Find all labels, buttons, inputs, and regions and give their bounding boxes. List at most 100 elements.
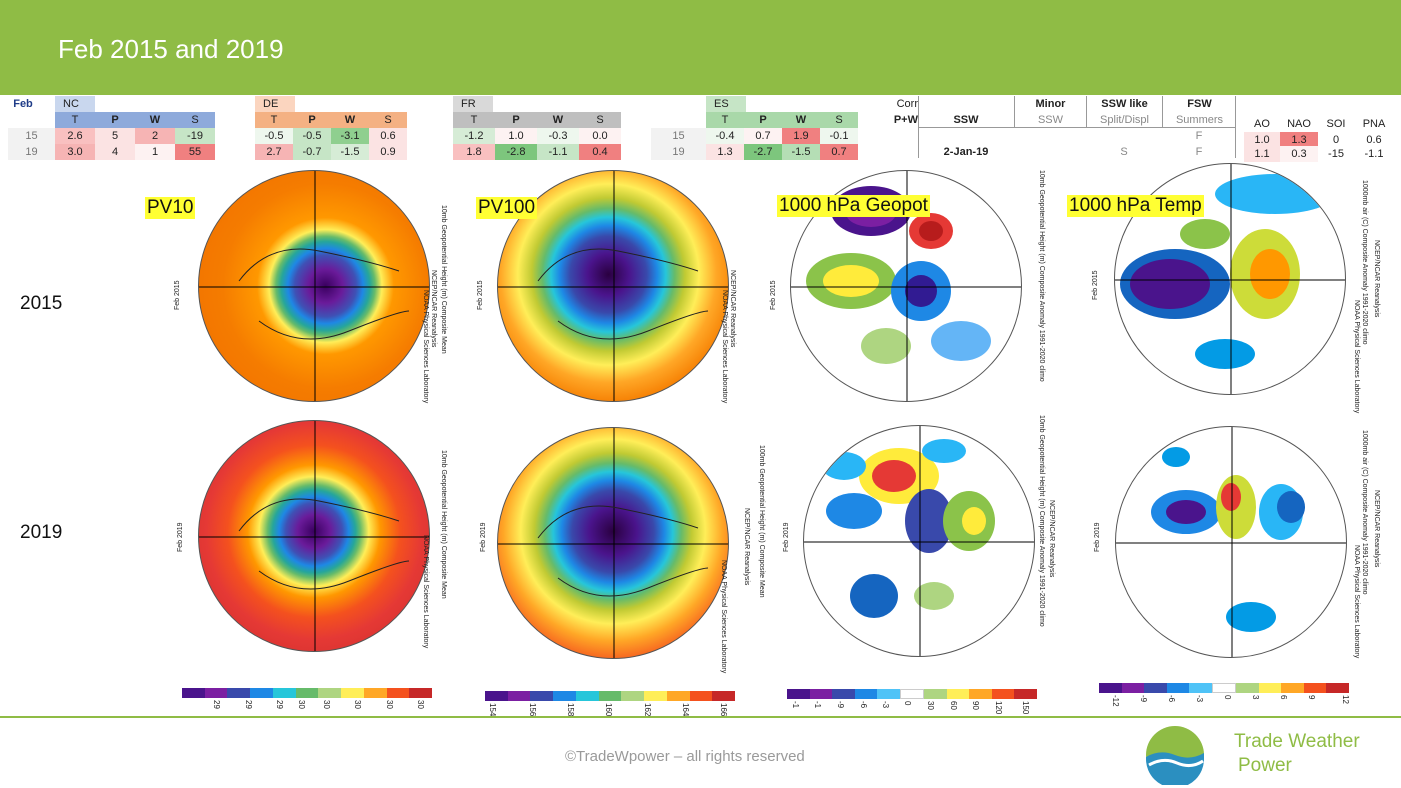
map-overlay	[498, 428, 728, 658]
nc-19-w: 1	[135, 144, 175, 160]
tick: 120	[994, 701, 1003, 715]
es-15-s: -0.1	[820, 128, 858, 144]
noaa-label-4: NOAA Physical Sciences Laboratory	[720, 560, 727, 674]
pv10-desc-2019: 10mb Geopotential Height (m) Composite M…	[440, 450, 447, 599]
fsw-19: F	[1195, 146, 1203, 158]
es-15-p: 0.7	[744, 128, 782, 144]
fr-col-p: P	[495, 112, 537, 128]
tick: 30	[385, 700, 394, 709]
header-bar: Feb 2015 and 2019	[0, 0, 1401, 95]
de-19-s: 0.9	[369, 144, 407, 160]
tick: -1	[813, 701, 822, 709]
nc-col-p: P	[95, 112, 135, 128]
fsw-title: FSW	[1162, 96, 1236, 112]
es-row-label-15: 15	[651, 128, 706, 144]
es-19-w: -1.5	[782, 144, 820, 160]
nc-header: NC	[55, 96, 95, 112]
de-15-p: -0.5	[293, 128, 331, 144]
idx15-pna: 0.6	[1366, 134, 1382, 146]
es-col-p: P	[744, 112, 782, 128]
feb-2019-label-1: Feb 2019	[177, 522, 184, 552]
nc-19-t: 3.0	[55, 144, 95, 160]
nc-19-p: 4	[95, 144, 135, 160]
de-19-w: -1.5	[331, 144, 369, 160]
de-15-s: 0.6	[369, 128, 407, 144]
ncep-label-3: NCEP/NCAR Reanalysis	[743, 508, 750, 586]
colorbar-geopot	[787, 689, 1038, 699]
temp-desc-2019: 1000mb air (C) Composite Anomaly 1991-20…	[1361, 430, 1368, 595]
map-pv10-2015	[198, 170, 430, 402]
map-overlay	[1116, 427, 1346, 657]
de-col-w: W	[331, 112, 369, 128]
temp-desc-2015: 1000mb air (C) Composite Anomaly 1991-20…	[1361, 180, 1368, 345]
tick: 162	[643, 703, 652, 717]
noaa-label-6: NOAA Physical Sciences Laboratory	[1353, 545, 1360, 659]
tick: -1	[791, 701, 800, 709]
ssw-date: 2-Jan-19	[943, 146, 989, 158]
fr-col-t: T	[453, 112, 495, 128]
es-header: ES	[706, 96, 746, 112]
de-header: DE	[255, 96, 295, 112]
tick: 29	[275, 700, 284, 709]
tick: 6	[1279, 695, 1288, 700]
idx15-nao: 1.3	[1280, 132, 1318, 148]
es-15-t: -0.4	[706, 128, 744, 144]
minor-title: Minor	[1014, 96, 1086, 112]
idx15-ao: 1.0	[1244, 132, 1280, 148]
geo-desc-2015: 10mb Geopotential Height (m) Composite A…	[1038, 170, 1045, 382]
idx-col-ao: AO	[1254, 118, 1270, 130]
copyright-text: ©TradeWpower – all rights reserved	[565, 748, 805, 765]
tick: 154	[488, 703, 497, 717]
fr-header: FR	[453, 96, 493, 112]
ncep-label-2: NCEP/NCAR Reanalysis	[729, 270, 736, 348]
tick: -3	[1195, 695, 1204, 703]
ncep-label-4: NCEP/NCAR Reanalysis	[1048, 500, 1055, 578]
idx-col-soi: SOI	[1326, 118, 1346, 130]
map-temp-2019	[1115, 426, 1347, 658]
ncep-label-1: NCEP/NCAR Reanalysis	[430, 270, 437, 348]
map-overlay	[498, 171, 728, 401]
trade-weather-power-logo	[1145, 725, 1205, 788]
de-15-w: -3.1	[331, 128, 369, 144]
es-row-label-19: 19	[651, 144, 706, 160]
brand-line-2: Power	[1238, 755, 1292, 776]
nc-19-s: 55	[175, 144, 215, 160]
data-table: Feb NC T P W S 15 19 2.6 5 2 -19 3.0 4 1…	[0, 96, 1401, 162]
noaa-label-1: NOAA Physical Sciences Laboratory	[422, 290, 429, 404]
corr-label: Corr	[896, 98, 918, 110]
feb-2015-label-1: Feb 2015	[174, 280, 181, 310]
pv10-desc-2015: 10mb Geopotential Height (m) Composite M…	[440, 205, 447, 354]
fr-19-w: -1.1	[537, 144, 579, 160]
tick: -9	[836, 701, 845, 709]
idx19-pna: -1.1	[1364, 148, 1384, 160]
tick: 0	[1223, 695, 1232, 700]
ssw-title: SSW	[953, 114, 979, 126]
geo-desc-2019: 10mb Geopotential Height (m) Composite A…	[1038, 415, 1045, 627]
nc-15-t: 2.6	[55, 128, 95, 144]
idx-col-pna: PNA	[1362, 118, 1386, 130]
idx15-soi: 0	[1332, 134, 1340, 146]
year-2019-label: 2019	[20, 522, 63, 543]
fr-19-s: 0.4	[579, 144, 621, 160]
de-19-t: 2.7	[255, 144, 293, 160]
ncep-label-5: NCEP/NCAR Reanalysis	[1373, 240, 1380, 318]
fr-19-p: -2.8	[495, 144, 537, 160]
feb-2019-label-4: Feb 2019	[1094, 522, 1101, 552]
feb-2015-label-3: Feb 2015	[770, 280, 777, 310]
map-overlay	[1115, 164, 1345, 394]
tick: 160	[604, 703, 613, 717]
map-overlay	[199, 171, 429, 401]
map-pv10-2019	[198, 420, 430, 652]
fr-15-s: 0.0	[579, 128, 621, 144]
tick: -6	[1167, 695, 1176, 703]
noaa-label-3: NOAA Physical Sciences Laboratory	[721, 290, 728, 404]
fr-19-t: 1.8	[453, 144, 495, 160]
feb-2019-label-2: Feb 2019	[480, 522, 487, 552]
ssw-header-line	[918, 127, 1236, 128]
tick: 9	[1307, 695, 1316, 700]
idx19-ao: 1.1	[1244, 146, 1280, 162]
de-col-s: S	[369, 112, 407, 128]
map-pv100-2019	[497, 427, 729, 659]
tick: 3	[1251, 695, 1260, 700]
nc-15-p: 5	[95, 128, 135, 144]
